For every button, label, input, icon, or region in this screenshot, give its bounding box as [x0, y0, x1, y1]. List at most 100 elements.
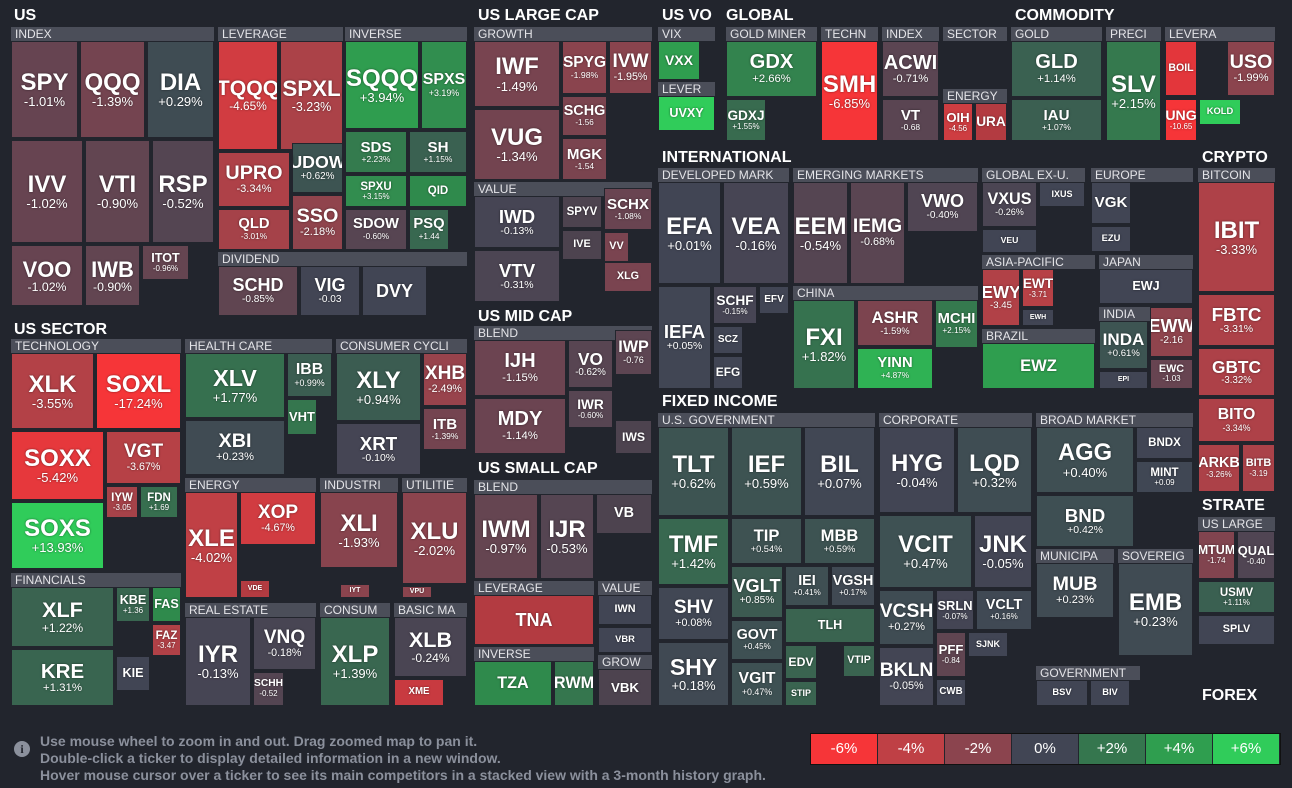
ticker-tile[interactable]: VTI -0.90%	[85, 140, 150, 243]
ticker-tile[interactable]: FAS	[152, 587, 181, 622]
ticker-tile[interactable]: VOO -1.02%	[11, 245, 83, 306]
ticker-tile[interactable]: IEI +0.41%	[785, 566, 829, 606]
ticker-tile[interactable]: SPYG -1.98%	[562, 41, 607, 94]
ticker-tile[interactable]: KOLD	[1199, 99, 1241, 125]
ticker-tile[interactable]: EWT -3.71	[1022, 269, 1054, 307]
ticker-tile[interactable]: IWS	[615, 420, 652, 454]
ticker-tile[interactable]: VTIP	[843, 645, 875, 677]
ticker-tile[interactable]: XLI -1.93%	[320, 492, 398, 568]
ticker-tile[interactable]: MINT +0.09	[1136, 461, 1193, 493]
ticker-tile[interactable]: UPRO -3.34%	[218, 152, 290, 207]
ticker-tile[interactable]: VCIT +0.47%	[879, 515, 972, 588]
ticker-tile[interactable]: VIG -0.03	[300, 266, 360, 316]
ticker-tile[interactable]: TLT +0.62%	[658, 427, 729, 516]
ticker-tile[interactable]: IWB -0.90%	[85, 245, 140, 306]
ticker-tile[interactable]: ARKB -3.26%	[1198, 444, 1240, 492]
ticker-tile[interactable]: FBTC -3.31%	[1198, 294, 1275, 346]
ticker-tile[interactable]: XLE -4.02%	[185, 492, 238, 598]
ticker-tile[interactable]: IAU +1.07%	[1011, 99, 1102, 141]
ticker-tile[interactable]: QID	[409, 175, 467, 207]
ticker-tile[interactable]: VGIT +0.47%	[731, 662, 783, 706]
ticker-tile[interactable]: AGG +0.40%	[1036, 427, 1134, 493]
ticker-tile[interactable]: XLY +0.94%	[336, 353, 421, 421]
ticker-tile[interactable]: IVV -1.02%	[11, 140, 83, 243]
ticker-tile[interactable]: QLD -3.01%	[218, 209, 290, 250]
ticker-tile[interactable]: SCHX -1.08%	[604, 188, 652, 230]
ticker-tile[interactable]: SOXX -5.42%	[11, 431, 104, 500]
ticker-tile[interactable]: VCLT +0.16%	[976, 590, 1032, 630]
ticker-tile[interactable]: EWZ	[982, 343, 1095, 389]
ticker-tile[interactable]: RWM	[554, 661, 594, 706]
ticker-tile[interactable]: TIP +0.54%	[731, 518, 802, 564]
ticker-tile[interactable]: IEF +0.59%	[731, 427, 802, 516]
ticker-tile[interactable]: BSV	[1036, 680, 1088, 706]
ticker-tile[interactable]: IWF -1.49%	[474, 41, 560, 107]
ticker-tile[interactable]: VXX	[658, 41, 700, 80]
ticker-tile[interactable]: XLK -3.55%	[11, 353, 94, 429]
ticker-tile[interactable]: BIL +0.07%	[804, 427, 875, 516]
ticker-tile[interactable]: VGK	[1091, 182, 1131, 224]
ticker-tile[interactable]: CWB	[936, 679, 966, 706]
ticker-tile[interactable]: SCHH -0.52	[253, 672, 284, 706]
ticker-tile[interactable]: VGSH +0.17%	[831, 566, 875, 606]
ticker-tile[interactable]: IYR -0.13%	[185, 617, 251, 706]
ticker-tile[interactable]: VPU	[402, 586, 432, 598]
ticker-tile[interactable]: EWY -3.45	[982, 269, 1020, 326]
ticker-tile[interactable]: KRE +1.31%	[11, 649, 114, 706]
ticker-tile[interactable]: MGK -1.54	[562, 138, 607, 180]
ticker-tile[interactable]: XOP -4.67%	[240, 492, 316, 545]
ticker-tile[interactable]: VBR	[598, 627, 652, 653]
ticker-tile[interactable]: EFG	[713, 356, 743, 389]
ticker-tile[interactable]: FAZ -3.47	[152, 624, 181, 656]
ticker-tile[interactable]: IEMG -0.68%	[850, 182, 905, 284]
ticker-tile[interactable]: UNG -10.65	[1165, 99, 1197, 141]
ticker-tile[interactable]: USO -1.99%	[1227, 41, 1275, 96]
ticker-tile[interactable]: BITO -3.34%	[1198, 398, 1275, 442]
ticker-tile[interactable]: XLB -0.24%	[394, 617, 467, 677]
ticker-tile[interactable]: VWO -0.40%	[907, 182, 978, 232]
ticker-tile[interactable]: TMF +1.42%	[658, 518, 729, 585]
ticker-tile[interactable]: TZA	[474, 661, 552, 706]
ticker-tile[interactable]: EPI	[1099, 371, 1148, 389]
ticker-tile[interactable]: VGLT +0.85%	[731, 566, 783, 618]
ticker-tile[interactable]: XLV +1.77%	[185, 353, 285, 418]
ticker-tile[interactable]: IWN	[598, 595, 652, 625]
ticker-tile[interactable]: IJH -1.15%	[474, 340, 566, 396]
ticker-tile[interactable]: TNA	[474, 595, 594, 645]
ticker-tile[interactable]: XLG	[604, 262, 652, 292]
ticker-tile[interactable]: IWR -0.60%	[568, 390, 613, 428]
ticker-tile[interactable]: SPY -1.01%	[11, 41, 78, 138]
ticker-tile[interactable]: SHV +0.08%	[658, 587, 729, 640]
ticker-tile[interactable]: SSO -2.18%	[292, 195, 343, 250]
ticker-tile[interactable]: MCHI +2.15%	[935, 300, 978, 348]
ticker-tile[interactable]: VB	[596, 494, 652, 534]
ticker-tile[interactable]: PSQ +1.44	[409, 209, 449, 250]
ticker-tile[interactable]: IVW -1.95%	[609, 41, 652, 94]
ticker-tile[interactable]: UVXY	[658, 96, 715, 131]
ticker-tile[interactable]: OIH -4.56	[943, 103, 973, 141]
ticker-tile[interactable]: SPXL -3.23%	[280, 41, 343, 150]
ticker-tile[interactable]: ITB -1.39%	[423, 408, 467, 450]
ticker-tile[interactable]: BND +0.42%	[1036, 495, 1134, 547]
ticker-tile[interactable]: VTV -0.31%	[474, 250, 560, 302]
ticker-tile[interactable]: STIP	[785, 681, 817, 706]
ticker-tile[interactable]: GLD +1.14%	[1011, 41, 1102, 97]
ticker-tile[interactable]: SLV +2.15%	[1106, 41, 1161, 141]
ticker-tile[interactable]: SPYV	[562, 196, 602, 228]
ticker-tile[interactable]: VEU	[982, 229, 1037, 253]
ticker-tile[interactable]: VHT	[287, 399, 317, 435]
ticker-tile[interactable]: EDV	[785, 645, 817, 679]
ticker-tile[interactable]: XLU -2.02%	[402, 492, 467, 584]
ticker-tile[interactable]: SH +1.15%	[409, 131, 467, 173]
ticker-tile[interactable]: DIA +0.29%	[147, 41, 214, 138]
ticker-tile[interactable]: EWW -2.16	[1150, 307, 1193, 357]
ticker-tile[interactable]: XME	[394, 679, 444, 706]
ticker-tile[interactable]: IWM -0.97%	[474, 494, 538, 579]
ticker-tile[interactable]: SQQQ +3.94%	[345, 41, 419, 129]
ticker-tile[interactable]: SDOW -0.60%	[345, 209, 407, 250]
ticker-tile[interactable]: YINN +4.87%	[857, 348, 933, 389]
ticker-tile[interactable]: ITOT -0.96%	[142, 245, 189, 280]
ticker-tile[interactable]: XBI +0.23%	[185, 420, 285, 475]
ticker-tile[interactable]: VNQ -0.18%	[253, 617, 316, 670]
ticker-tile[interactable]: VT -0.68	[882, 99, 939, 141]
